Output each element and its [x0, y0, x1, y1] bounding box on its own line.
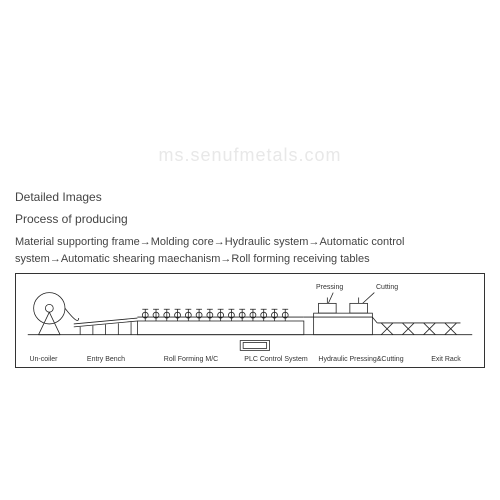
label-exitrack: Exit Rack [411, 356, 481, 363]
section-heading: Detailed Images [15, 190, 485, 204]
section-subheading: Process of producing [15, 212, 485, 226]
label-uncoiler: Un-coiler [16, 356, 71, 363]
content-block: Detailed Images Process of producing Mat… [15, 190, 485, 368]
label-plc: PLC Control System [241, 356, 311, 363]
pressing-annotation: Pressing [316, 284, 343, 291]
watermark-text: ms.senufmetals.com [0, 145, 500, 166]
label-presscut: Hydraulic Pressing&Cutting [311, 356, 411, 363]
label-rollform: Roll Forming M/C [141, 356, 241, 363]
process-flow-text: Material supporting frame→Molding core→H… [15, 234, 485, 267]
process-diagram: Pressing Cutting Un-coiler Entry Bench R… [15, 273, 485, 368]
diagram-labels-row: Un-coiler Entry Bench Roll Forming M/C P… [16, 356, 484, 363]
diagram-svg [16, 274, 484, 367]
label-entrybench: Entry Bench [71, 356, 141, 363]
cutting-annotation: Cutting [376, 284, 398, 291]
